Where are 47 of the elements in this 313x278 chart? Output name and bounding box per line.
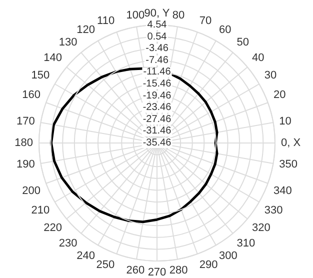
spoke-label: 10 — [279, 115, 292, 128]
spoke-label: 220 — [44, 222, 62, 234]
spoke-label: 260 — [126, 264, 145, 277]
y-tick-label: -19.46 — [142, 90, 172, 102]
spoke-label: 60 — [219, 24, 232, 36]
y-tick-label: -3.46 — [146, 43, 169, 54]
spoke-label: 250 — [96, 259, 115, 272]
spoke-label: 180 — [14, 137, 33, 149]
spoke-label: 90, Y — [144, 8, 170, 20]
spoke-label: 270 — [148, 266, 166, 278]
spoke-label: 310 — [236, 237, 256, 250]
y-tick-label: 0.54 — [147, 31, 168, 42]
spoke-label: 0, X — [281, 137, 302, 149]
y-tick-label: -15.46 — [142, 78, 172, 90]
spoke-label: 200 — [22, 184, 40, 197]
spoke-label: 120 — [76, 24, 95, 36]
spoke-label: 50 — [236, 36, 249, 49]
spoke-label: 350 — [279, 158, 298, 171]
spoke-label: 300 — [219, 250, 238, 262]
y-tick-label: -7.46 — [146, 54, 169, 66]
spoke-label: 80 — [172, 9, 185, 22]
spoke-label: 190 — [16, 158, 35, 171]
y-tick-label: -35.46 — [142, 138, 172, 148]
spoke-label: 280 — [169, 264, 188, 277]
spoke-label: 340 — [274, 184, 292, 197]
y-tick-label: -31.46 — [142, 126, 172, 137]
spoke-label: 150 — [31, 70, 50, 82]
spoke-label: 230 — [58, 237, 78, 250]
spoke-label: 30 — [264, 70, 277, 82]
spoke-label: 240 — [76, 250, 95, 262]
spoke-label: 170 — [16, 115, 35, 128]
spoke-label: 330 — [264, 204, 283, 216]
spoke-label: 140 — [44, 52, 62, 64]
spoke-label: 100 — [126, 9, 145, 22]
y-tick-label: -11.46 — [143, 66, 172, 78]
spoke-label: 70 — [199, 14, 212, 27]
spoke-label: 320 — [252, 222, 270, 234]
y-tick-label: -27.46 — [142, 114, 172, 125]
y-tick-label: -23.46 — [142, 102, 172, 114]
y-tick-label: 4.54 — [147, 20, 168, 30]
spoke-label: 40 — [252, 52, 264, 64]
spoke-label: 290 — [199, 259, 218, 272]
spoke-label: 110 — [97, 14, 115, 27]
spoke-label: 20 — [274, 89, 286, 102]
spoke-label: 210 — [31, 204, 50, 216]
spoke-label: 160 — [22, 89, 40, 102]
spoke-label: 130 — [58, 36, 78, 49]
